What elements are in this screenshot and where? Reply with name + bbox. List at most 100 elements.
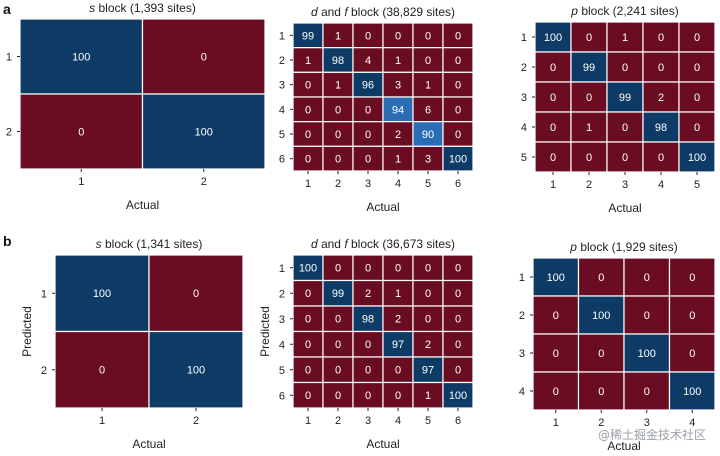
panel-a-3-cell-label: 0 xyxy=(550,92,556,104)
panel-b-1-cell-label: 0 xyxy=(193,288,199,300)
panel-b-2-cell-label: 0 xyxy=(455,365,461,377)
panel-b-3-cell xyxy=(668,333,716,373)
panel-a-3-cell xyxy=(678,21,716,53)
panel-b-3-y-tick: 1 xyxy=(519,272,525,284)
panel-b-3-cell-label: 0 xyxy=(553,386,559,398)
panel-a-2-cell xyxy=(322,47,354,73)
panel-b-2-cell-label: 0 xyxy=(425,288,431,300)
panel-a-2-cell-label: 1 xyxy=(395,55,401,67)
panel-a-2-x-tick: 5 xyxy=(425,178,431,190)
panel-a-1-cell-label: 100 xyxy=(195,126,213,138)
panel-a-2-cell-label: 0 xyxy=(425,55,431,67)
panel-b-2-x-tick: 1 xyxy=(305,415,311,427)
panel-a-2-x-tick: 3 xyxy=(365,178,371,190)
panel-b-2-cell xyxy=(322,356,354,384)
panel-a-3-cell xyxy=(570,111,608,143)
panel-a-1-cell xyxy=(19,93,144,170)
panel-a-1-cell xyxy=(19,18,144,95)
panel-a-1-cell xyxy=(141,18,266,95)
panel-a-2-cell-label: 0 xyxy=(455,129,461,141)
panel-a-2-cell xyxy=(442,47,474,73)
panel-a-3-cell-label: 0 xyxy=(622,152,628,164)
panel-a-2-cell-label: 94 xyxy=(392,104,404,116)
panel-b-2-cell-label: 0 xyxy=(335,263,341,275)
panel-a-3-cell-label: 0 xyxy=(694,32,700,44)
panel-b-2-cell xyxy=(322,381,354,409)
panel-b-3-x-tick: 3 xyxy=(644,417,650,429)
panel-a-3-cell-label: 0 xyxy=(622,62,628,74)
panel-b-2-x-axis-title: Actual xyxy=(366,437,399,451)
panel-b-3-cell-label: 100 xyxy=(638,348,656,360)
panel-b-2-cell-label: 0 xyxy=(305,390,311,402)
panel-b-1-title: s block (1,341 sites) xyxy=(96,237,203,251)
panel-a-2-cell-label: 0 xyxy=(365,129,371,141)
panel-b-2-cell xyxy=(412,305,444,333)
panel-b-2-cell-label: 100 xyxy=(299,263,317,275)
panel-a-1-x-axis-title: Actual xyxy=(126,198,159,212)
panel-b-2-cell-label: 0 xyxy=(365,365,371,377)
panel-a-2-y-tick: 2 xyxy=(279,55,285,67)
panel-b-2-cell-label: 0 xyxy=(335,390,341,402)
panel-b-2-cell-label: 0 xyxy=(455,288,461,300)
panel-a-3-y-tick: 3 xyxy=(521,92,527,104)
panel-a-1-x-tick: 2 xyxy=(201,176,207,188)
panel-a-2-cell-label: 99 xyxy=(302,30,314,42)
panel-a-3-cell-label: 0 xyxy=(694,92,700,104)
panel-b-3-x-tick: 4 xyxy=(689,417,695,429)
panel-a-1-x-tick: 1 xyxy=(78,176,84,188)
panel-b-1-cell xyxy=(54,254,150,333)
panel-b-3-cell xyxy=(623,295,671,335)
panel-a-2-cell xyxy=(442,145,474,172)
panel-a-2-y-tick: 5 xyxy=(279,129,285,141)
panel-a-2-x-tick: 2 xyxy=(335,178,341,190)
panel-a-3-cell xyxy=(534,141,572,173)
panel-a-2-cell xyxy=(352,71,384,98)
panel-b-2-cell-label: 2 xyxy=(395,314,401,326)
panel-a-3-y-tick: 5 xyxy=(521,152,527,164)
panel-b-2-cell xyxy=(322,330,354,358)
panel-b-2-title: d and f block (36,673 sites) xyxy=(311,237,455,251)
panel-b-2-cell xyxy=(382,330,414,358)
panel-b-2-cell-label: 1 xyxy=(425,390,431,402)
panel-b-3-cell xyxy=(668,371,716,411)
panel-b-2-cell-label: 97 xyxy=(392,339,404,351)
panel-a-1-cell-label: 0 xyxy=(78,126,84,138)
panel-b-2-cell xyxy=(442,305,474,333)
panel-a-2-cell-label: 98 xyxy=(332,55,344,67)
panel-b-3-cell-label: 0 xyxy=(598,348,604,360)
panel-a-3-cell-label: 100 xyxy=(688,152,706,164)
panel-b-2-cell-label: 0 xyxy=(305,365,311,377)
panel-a-3-cell-label: 2 xyxy=(658,92,664,104)
panel-a-3-cell xyxy=(678,81,716,113)
panel-b-2-cell-label: 0 xyxy=(335,314,341,326)
panel-a-3-y-tick: 1 xyxy=(521,32,527,44)
watermark: @稀土掘金技术社区 xyxy=(597,428,706,442)
panel-b-2-cell-label: 0 xyxy=(425,314,431,326)
panel-a-2-y-tick: 1 xyxy=(279,30,285,42)
panel-a-2-cell-label: 0 xyxy=(365,104,371,116)
panel-a-3-cell-label: 0 xyxy=(694,122,700,134)
panel-a-2-cell-label: 0 xyxy=(305,104,311,116)
panel-a-2-cell xyxy=(322,71,354,98)
panel-a-2-cell xyxy=(442,121,474,147)
panel-a-1-cell-label: 0 xyxy=(201,51,207,63)
panel-a-2-cell-label: 4 xyxy=(365,55,371,67)
panel-b-2-cell-label: 100 xyxy=(449,390,467,402)
panel-a-2-cell-label: 0 xyxy=(305,154,311,166)
panel-b-2-cell-label: 0 xyxy=(425,263,431,275)
panel-a-2-x-tick: 6 xyxy=(455,178,461,190)
panel-b-1-cell-label: 100 xyxy=(187,365,205,377)
panel-b-1-y-tick: 1 xyxy=(41,288,47,300)
panel-a-2-cell-label: 0 xyxy=(365,154,371,166)
panel-b-2-cell-label: 0 xyxy=(305,288,311,300)
panel-b-3-cell-label: 0 xyxy=(598,272,604,284)
panel-a-3-cell xyxy=(534,111,572,143)
panel-b-2-cell xyxy=(442,356,474,384)
panel-b-2-y-tick: 5 xyxy=(279,365,285,377)
panel-a-3-y-tick: 2 xyxy=(521,62,527,74)
panel-b-2-cell-label: 98 xyxy=(362,314,374,326)
panel-b-2-x-tick: 4 xyxy=(395,415,401,427)
panel-b-1-y-axis-title: Predicted xyxy=(20,306,34,357)
